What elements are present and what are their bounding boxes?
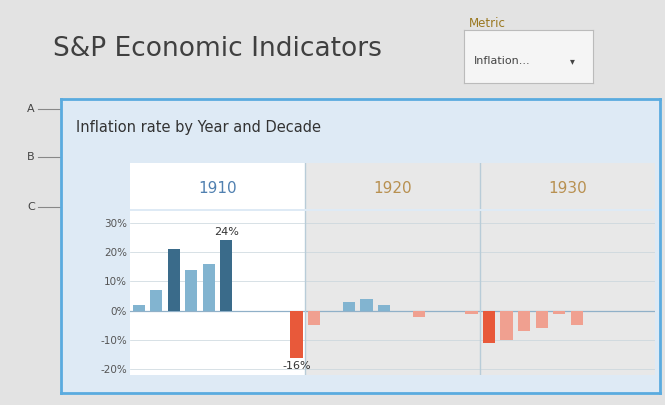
Bar	[203, 264, 215, 311]
Text: Inflation rate by Year and Decade: Inflation rate by Year and Decade	[76, 120, 321, 135]
Bar	[501, 311, 513, 340]
Bar	[465, 311, 477, 313]
Text: B: B	[27, 152, 35, 162]
Bar	[535, 311, 548, 328]
Bar	[483, 311, 495, 343]
Bar	[378, 305, 390, 311]
Text: ▾: ▾	[570, 56, 575, 66]
Bar	[185, 270, 198, 311]
Text: A: A	[27, 104, 35, 114]
Bar	[413, 311, 425, 317]
Bar	[571, 311, 583, 325]
Text: 1920: 1920	[374, 181, 412, 196]
Bar	[291, 311, 303, 358]
Bar	[480, 163, 656, 209]
Bar	[150, 290, 162, 311]
Text: Metric: Metric	[469, 17, 505, 30]
Bar	[343, 302, 355, 311]
Bar	[518, 311, 530, 331]
Text: 24%: 24%	[214, 227, 239, 237]
Text: C: C	[27, 202, 35, 212]
Bar	[553, 311, 565, 313]
Text: S&P Economic Indicators: S&P Economic Indicators	[53, 36, 382, 62]
Bar	[308, 311, 320, 325]
Bar	[130, 163, 305, 209]
Bar	[305, 211, 480, 375]
Bar	[220, 240, 233, 311]
Text: 1910: 1910	[198, 181, 237, 196]
Bar	[480, 211, 656, 375]
Text: 1930: 1930	[549, 181, 587, 196]
Bar	[130, 211, 305, 375]
Text: -16%: -16%	[282, 360, 311, 371]
Bar	[305, 163, 480, 209]
Bar	[132, 305, 145, 311]
Text: Inflation...: Inflation...	[474, 56, 531, 66]
Bar	[168, 249, 180, 311]
Bar	[360, 299, 372, 311]
